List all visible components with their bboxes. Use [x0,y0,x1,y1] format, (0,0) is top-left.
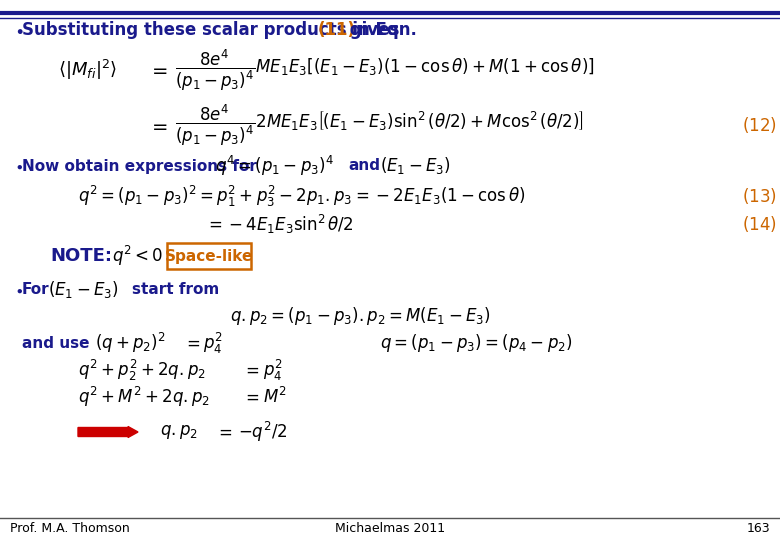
Text: $\dfrac{8e^4}{(p_1-p_3)^4}2ME_1E_3\left[(E_1-E_3)\sin^2(\theta/2)+M\cos^2(\theta: $\dfrac{8e^4}{(p_1-p_3)^4}2ME_1E_3\left[… [175,102,583,148]
Text: $(12)$: $(12)$ [742,115,777,135]
Text: $\bullet$: $\bullet$ [14,282,23,298]
Text: gives: gives [344,21,399,39]
Text: $\langle|M_{fi}|^2\rangle$: $\langle|M_{fi}|^2\rangle$ [58,58,117,82]
Text: $q^2+p_2^2+2q.p_2$: $q^2+p_2^2+2q.p_2$ [78,357,206,382]
Text: Now obtain expressions for: Now obtain expressions for [22,159,257,173]
Text: Space-like: Space-like [165,248,254,264]
Text: $(14)$: $(14)$ [742,214,777,234]
Text: $q^2=(p_1-p_3)^2=p_1^2+p_3^2-2p_1.p_3=-2E_1E_3(1-\cos\theta)$: $q^2=(p_1-p_3)^2=p_1^2+p_3^2-2p_1.p_3=-2… [78,184,526,208]
Text: $(q+p_2)^2$: $(q+p_2)^2$ [95,331,166,355]
Text: Prof. M.A. Thomson: Prof. M.A. Thomson [10,523,129,536]
Text: (11): (11) [318,21,356,39]
FancyBboxPatch shape [167,243,251,269]
Text: $\bullet$: $\bullet$ [14,21,23,39]
Text: $=$: $=$ [183,334,200,352]
Text: $\bullet$: $\bullet$ [14,159,23,173]
Text: $q.p_2=(p_1-p_3).p_2=M(E_1-E_3)$: $q.p_2=(p_1-p_3).p_2=M(E_1-E_3)$ [230,305,491,327]
Text: $=$: $=$ [148,60,168,79]
Text: $-q^2/2$: $-q^2/2$ [238,420,287,444]
Text: $=$: $=$ [215,423,232,441]
Text: $M^2$: $M^2$ [263,387,287,407]
Text: $=$: $=$ [242,361,260,379]
Text: and: and [348,159,380,173]
Text: $q=(p_1-p_3)=(p_4-p_2)$: $q=(p_1-p_3)=(p_4-p_2)$ [380,332,573,354]
Text: Michaelmas 2011: Michaelmas 2011 [335,523,445,536]
Text: $q^2+M^2+2q.p_2$: $q^2+M^2+2q.p_2$ [78,385,210,409]
Text: $q^4=(p_1-p_3)^4$: $q^4=(p_1-p_3)^4$ [215,154,334,178]
Text: For: For [22,282,50,298]
Text: $=$: $=$ [242,388,260,406]
Text: $=$: $=$ [148,116,168,134]
FancyArrow shape [78,427,138,437]
Text: $\dfrac{8e^4}{(p_1-p_3)^4}ME_1E_3\left[(E_1-E_3)(1-\cos\theta)+M(1+\cos\theta)\r: $\dfrac{8e^4}{(p_1-p_3)^4}ME_1E_3\left[(… [175,48,594,93]
Text: $(E_1-E_3)$: $(E_1-E_3)$ [48,280,119,300]
Text: $q^2<0$: $q^2<0$ [112,244,163,268]
Text: $q.p_2$: $q.p_2$ [160,423,198,441]
Text: $(E_1-E_3)$: $(E_1-E_3)$ [380,156,451,177]
Text: and use: and use [22,335,90,350]
Text: NOTE:: NOTE: [50,247,112,265]
Text: $p_4^2$: $p_4^2$ [203,330,222,355]
Text: start from: start from [132,282,219,298]
Text: $(13)$: $(13)$ [742,186,777,206]
Text: Substituting these scalar products in Eqn.: Substituting these scalar products in Eq… [22,21,423,39]
Text: $=-4E_1E_3\sin^2\theta/2$: $=-4E_1E_3\sin^2\theta/2$ [205,212,354,235]
Text: $p_4^2$: $p_4^2$ [263,357,282,382]
Text: 163: 163 [746,523,770,536]
